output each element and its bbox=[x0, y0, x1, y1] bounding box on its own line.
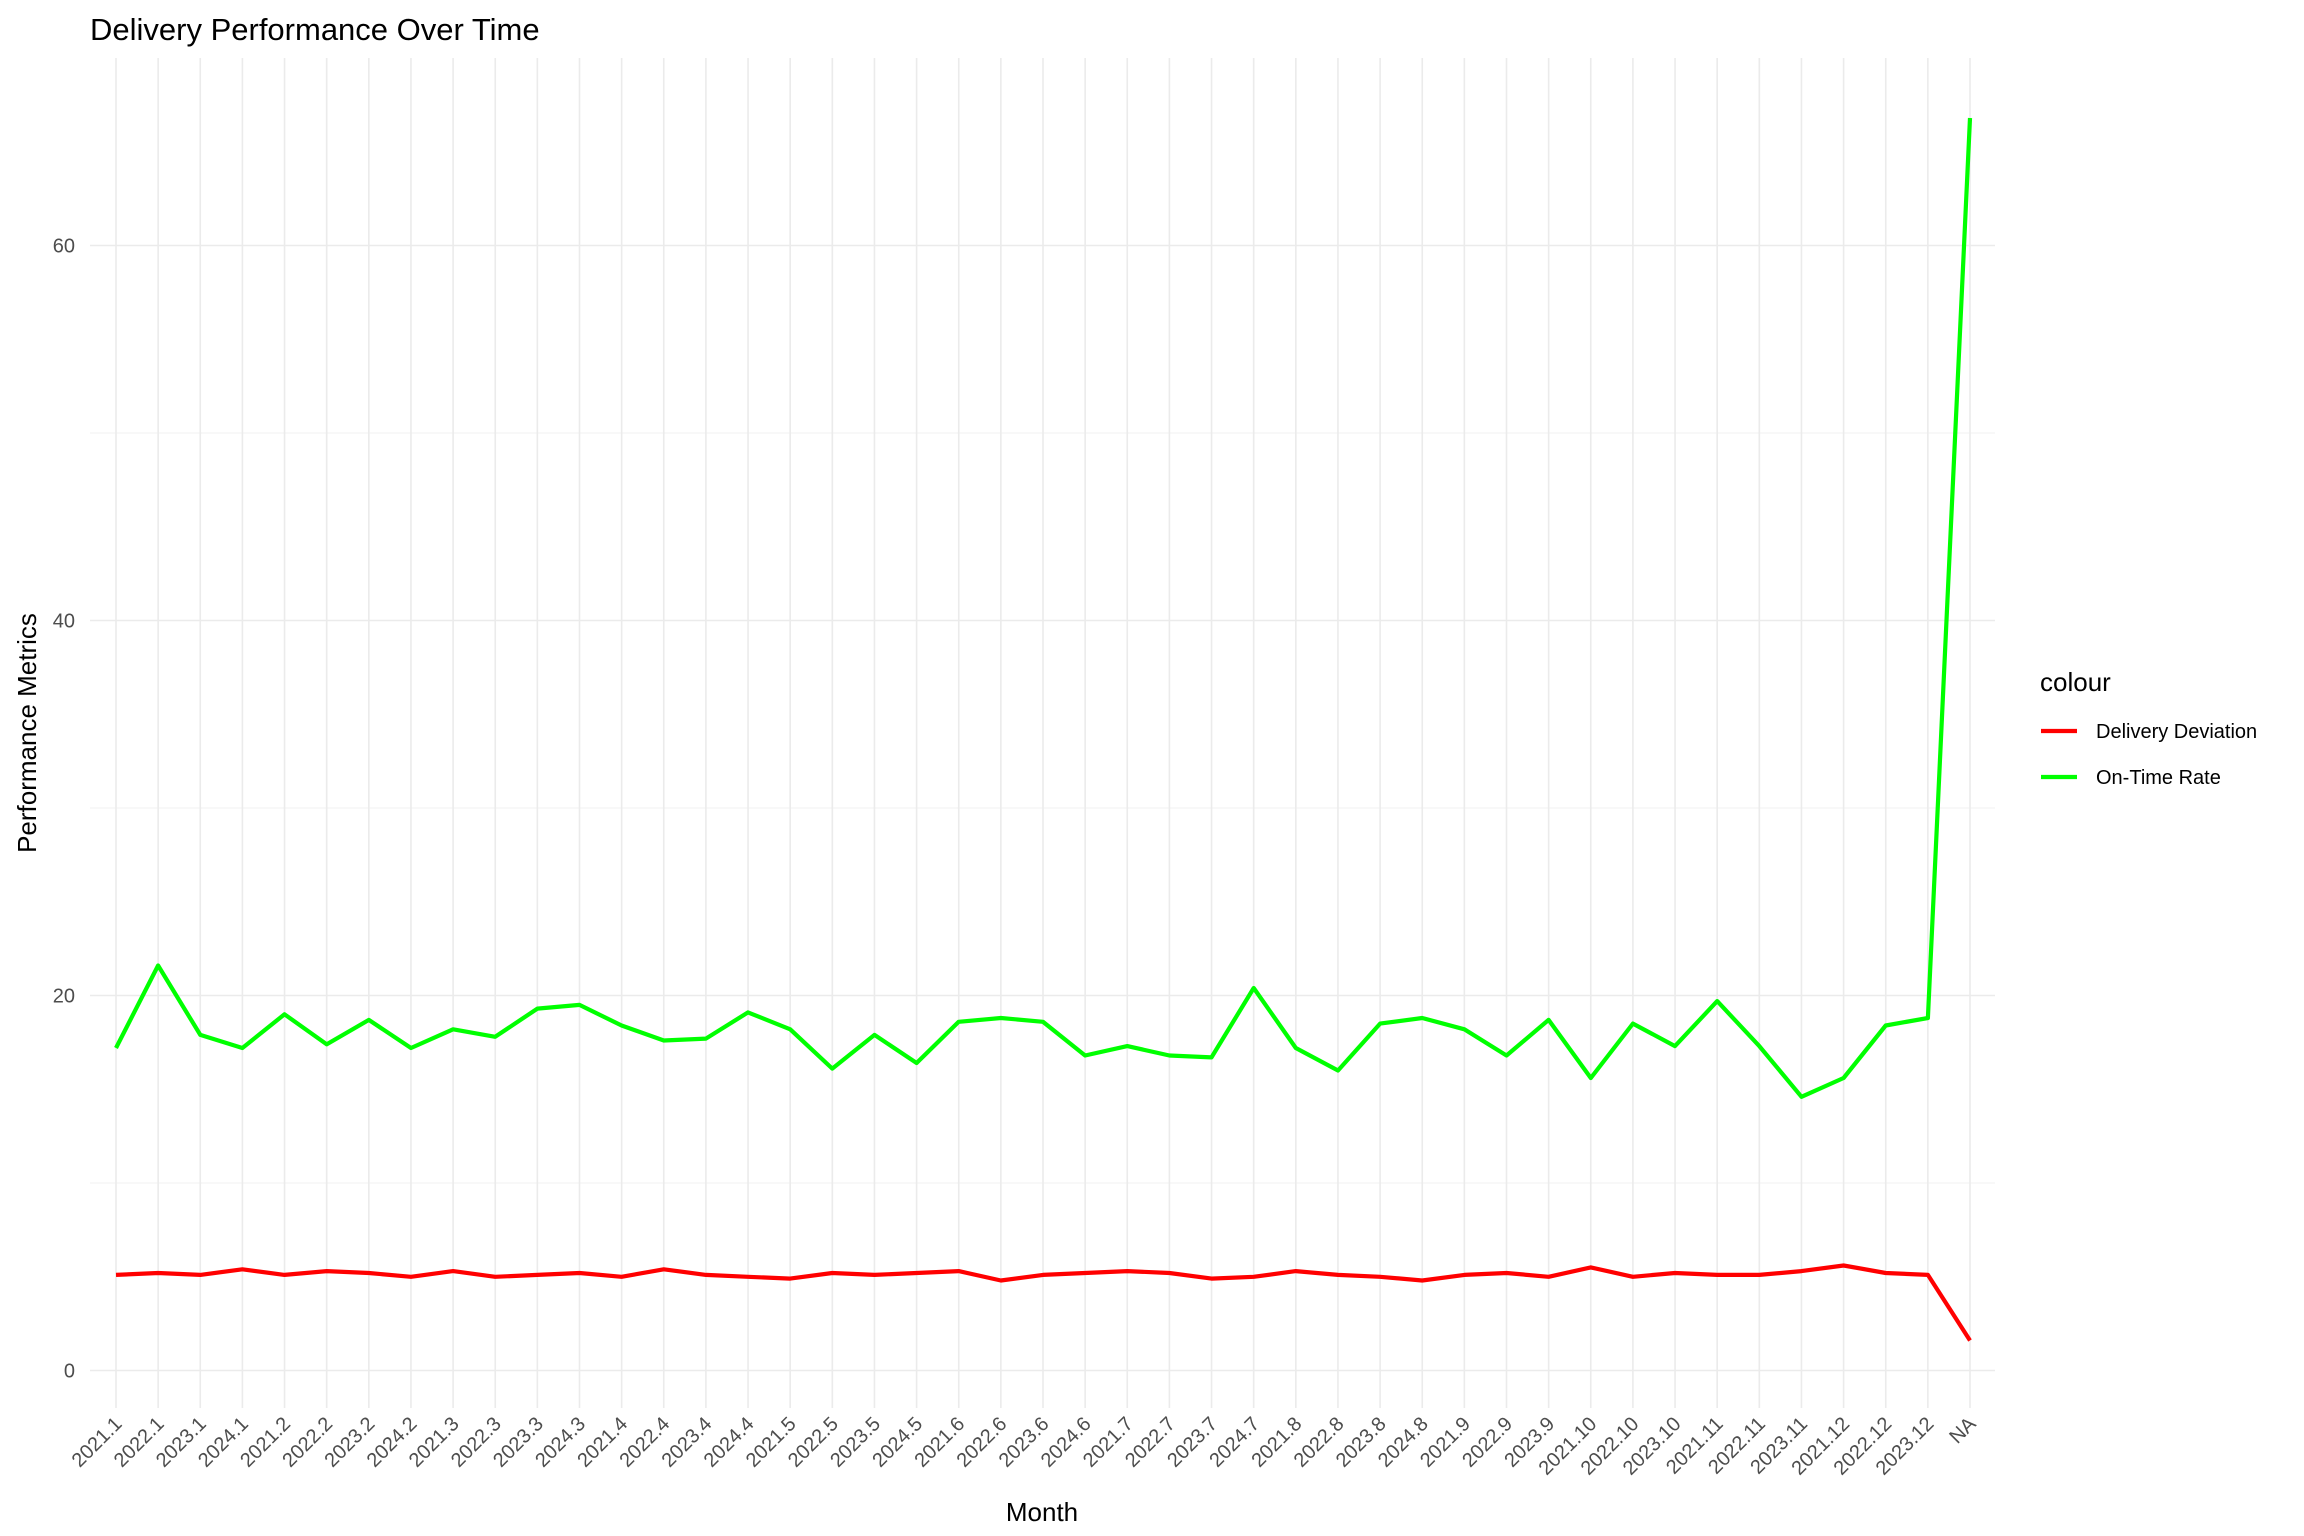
y-tick-label: 60 bbox=[53, 236, 75, 258]
series-line-2 bbox=[114, 117, 1973, 1099]
y-axis-ticks: 0 20 40 60 bbox=[53, 236, 75, 1383]
legend-label: On-Time Rate bbox=[2096, 767, 2221, 789]
x-axis-title: Month bbox=[1006, 1497, 1078, 1527]
legend-label: Delivery Deviation bbox=[2096, 721, 2257, 743]
y-tick-label: 20 bbox=[53, 986, 75, 1008]
y-tick-label: 0 bbox=[64, 1361, 75, 1383]
grid-lines bbox=[90, 58, 1995, 1408]
legend-title: colour bbox=[2040, 667, 2111, 697]
y-axis-title: Performance Metrics bbox=[12, 613, 42, 853]
series-line-1 bbox=[115, 1263, 1972, 1342]
y-tick-label: 40 bbox=[53, 611, 75, 633]
series-lines bbox=[114, 117, 1973, 1342]
legend: colour Delivery Deviation On-Time Rate bbox=[2040, 667, 2257, 789]
chart-title: Delivery Performance Over Time bbox=[90, 12, 540, 47]
